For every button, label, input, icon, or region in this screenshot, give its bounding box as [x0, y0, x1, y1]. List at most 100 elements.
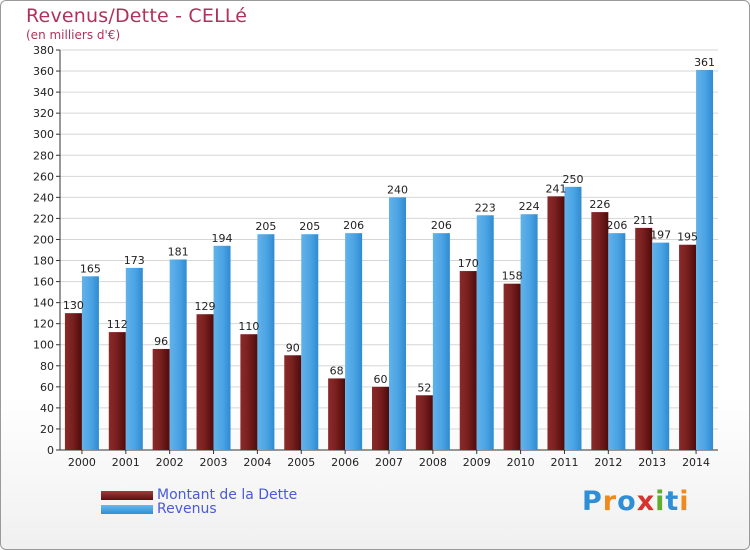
y-tick-label: 320: [33, 107, 54, 120]
legend-swatch-debt: [101, 490, 153, 500]
bar-revenue: [520, 214, 538, 450]
y-tick-label: 20: [40, 423, 54, 436]
legend-label-revenue: Revenus: [157, 501, 217, 517]
x-tick-label: 2011: [550, 456, 578, 469]
data-label-revenue: 206: [343, 219, 364, 232]
bar-debt: [240, 334, 258, 450]
bar-revenue: [476, 215, 494, 450]
data-label-debt: 226: [589, 198, 610, 211]
x-tick-label: 2006: [331, 456, 359, 469]
data-label-debt: 129: [195, 300, 216, 313]
axes: 0 20 40 60 80 100 120 140 160 180 200 220 240 260 280 3…: [33, 44, 718, 469]
bar-revenue: [125, 267, 143, 450]
bar-revenue: [169, 259, 187, 450]
x-tick-label: 2001: [112, 456, 140, 469]
chart-subtitle: (en milliers d'€): [26, 28, 121, 42]
data-label-debt: 96: [154, 335, 168, 348]
legend-item-debt: Montant de la Dette: [101, 487, 297, 503]
data-label-debt: 241: [545, 182, 566, 195]
x-tick-label: 2012: [594, 456, 622, 469]
data-label-revenue: 206: [431, 219, 452, 232]
legend-item-revenue: Revenus: [101, 501, 217, 517]
bar-debt: [679, 244, 697, 450]
logo-letter: x: [636, 486, 656, 517]
chart-title: Revenus/Dette - CELLé: [26, 5, 248, 27]
data-label-revenue: 361: [694, 56, 715, 69]
bar-debt: [328, 378, 346, 450]
bars: [64, 70, 714, 450]
bar-debt: [284, 355, 302, 450]
data-label-revenue: 206: [606, 219, 627, 232]
data-label-revenue: 205: [255, 220, 276, 233]
x-tick-label: 2003: [200, 456, 228, 469]
bar-debt: [415, 395, 433, 450]
y-tick-label: 220: [33, 212, 54, 225]
y-tick-label: 140: [33, 297, 54, 310]
bar-revenue: [608, 233, 626, 450]
data-label-debt: 90: [286, 341, 300, 354]
bar-debt: [547, 196, 565, 450]
y-tick-label: 240: [33, 191, 54, 204]
y-tick-label: 280: [33, 149, 54, 162]
x-tick-label: 2005: [287, 456, 315, 469]
y-tick-label: 380: [33, 44, 54, 57]
data-label-revenue: 240: [387, 183, 408, 196]
x-tick-label: 2010: [507, 456, 535, 469]
x-tick-label: 2004: [243, 456, 271, 469]
y-tick-label: 0: [47, 444, 54, 457]
bar-debt: [459, 271, 477, 450]
x-tick-label: 2009: [463, 456, 491, 469]
y-tick-label: 180: [33, 255, 54, 268]
y-tick-label: 300: [33, 128, 54, 141]
data-labels: 130 165 112 173 96 181 129 194 110 205 90 205 68 206 6…: [63, 56, 715, 394]
y-tick-label: 60: [40, 381, 54, 394]
x-tick-label: 2000: [68, 456, 96, 469]
y-tick-label: 360: [33, 65, 54, 78]
bar-debt: [591, 212, 609, 450]
bar-revenue: [301, 234, 319, 450]
x-tick-label: 2002: [156, 456, 184, 469]
y-tick-label: 40: [40, 402, 54, 415]
x-tick-label: 2013: [638, 456, 666, 469]
data-label-revenue: 224: [519, 200, 540, 213]
bar-debt: [108, 332, 126, 450]
data-label-debt: 68: [330, 364, 344, 377]
bar-revenue: [564, 186, 582, 450]
logo-letter: P: [582, 486, 603, 517]
bar-revenue: [389, 197, 406, 450]
bar-revenue: [696, 70, 714, 450]
data-label-debt: 52: [417, 381, 431, 394]
bar-revenue: [213, 245, 231, 450]
data-label-revenue: 250: [562, 173, 583, 186]
y-tick-label: 160: [33, 276, 54, 289]
x-tick-label: 2007: [375, 456, 403, 469]
y-tick-label: 100: [33, 339, 54, 352]
y-tick-label: 80: [40, 360, 54, 373]
data-label-debt: 130: [63, 299, 84, 312]
data-label-debt: 158: [502, 270, 523, 283]
bar-debt: [503, 283, 521, 450]
logo-letter: r: [602, 486, 618, 517]
data-label-debt: 170: [458, 257, 479, 270]
bar-debt: [64, 313, 82, 450]
y-tick-label: 200: [33, 233, 54, 246]
bar-revenue: [432, 233, 450, 450]
x-tick-label: 2008: [419, 456, 447, 469]
data-label-revenue: 173: [124, 254, 145, 267]
data-label-revenue: 194: [212, 232, 233, 245]
data-label-revenue: 197: [650, 229, 671, 242]
bar-debt: [152, 348, 170, 450]
logo-letter: o: [617, 486, 637, 517]
y-tick-label: 120: [33, 318, 54, 331]
data-label-debt: 195: [677, 231, 698, 244]
data-label-debt: 112: [107, 318, 128, 331]
proxiti-logo: Proxiti: [582, 486, 690, 517]
y-tick-label: 340: [33, 86, 54, 99]
legend-swatch-revenue: [101, 504, 153, 514]
data-label-revenue: 205: [299, 220, 320, 233]
bar-revenue: [81, 276, 99, 450]
logo-letter: i: [679, 486, 690, 517]
bar-debt: [196, 314, 214, 450]
bar-revenue: [257, 234, 275, 450]
